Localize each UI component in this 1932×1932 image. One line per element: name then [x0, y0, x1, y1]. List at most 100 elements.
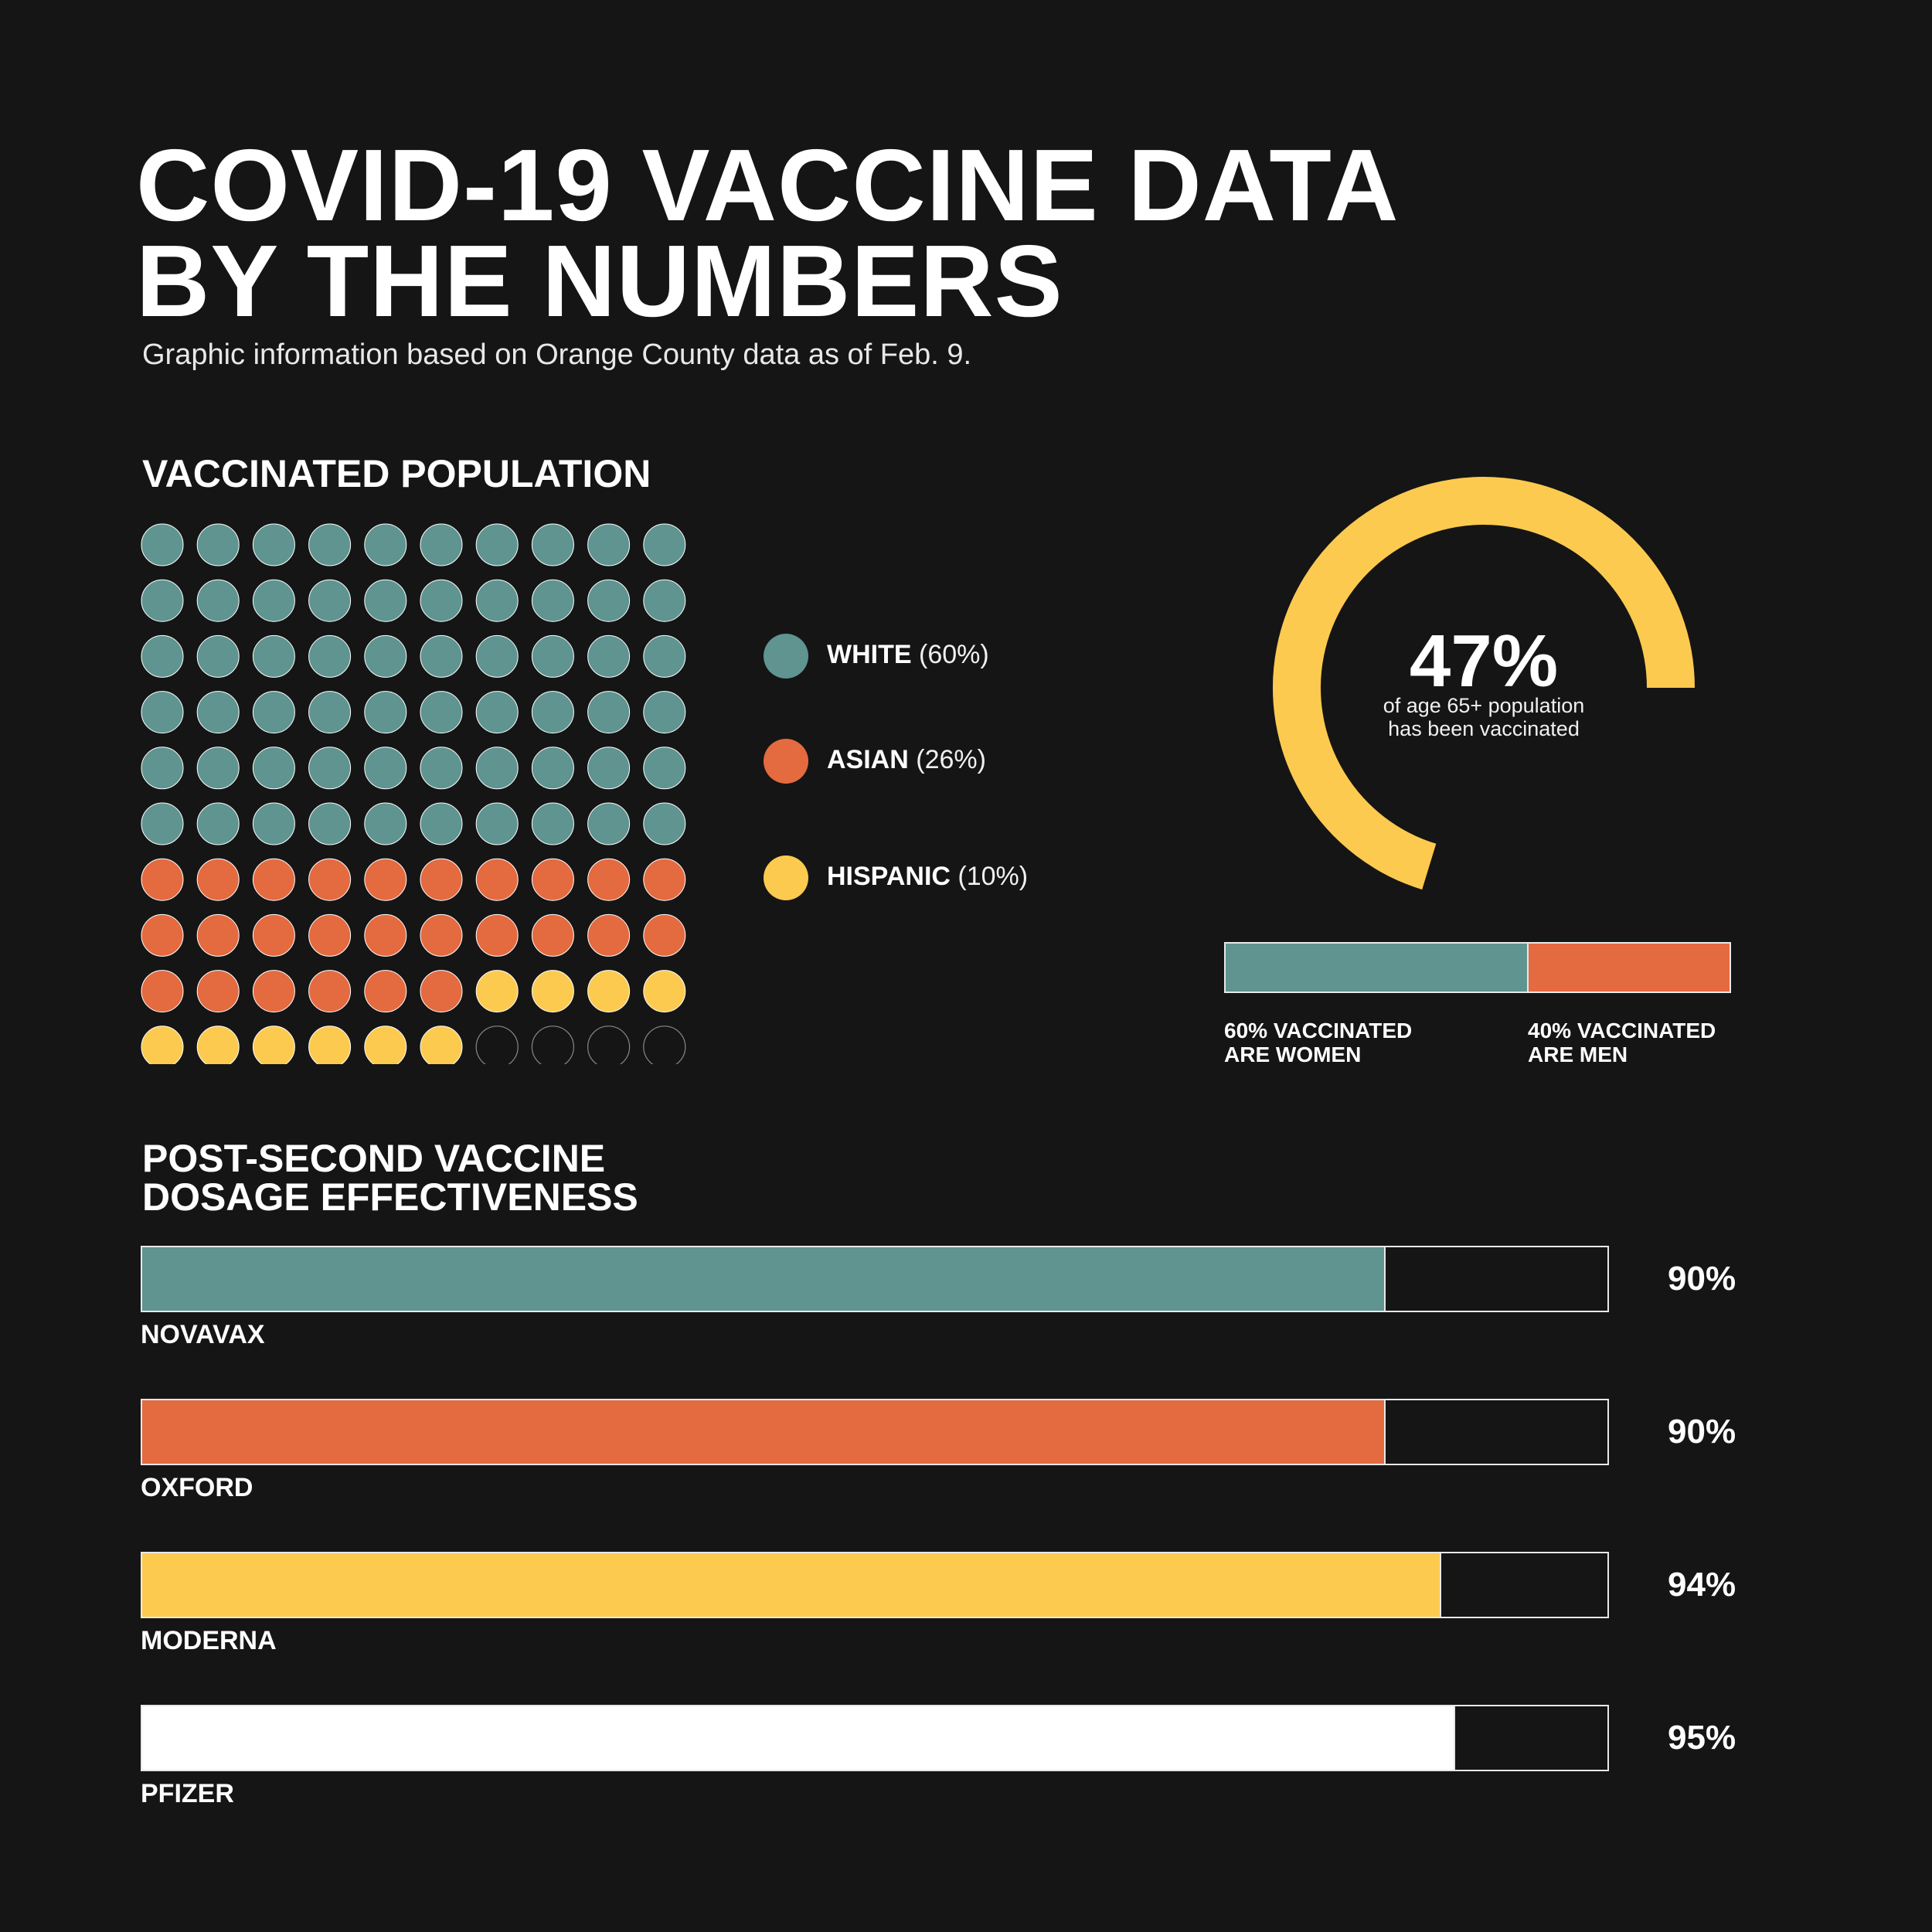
waffle-dot-empty — [531, 1026, 574, 1064]
waffle-dot-white — [643, 802, 686, 845]
bar-oxford — [142, 1400, 1386, 1464]
waffle-dot-hispanic — [196, 1026, 240, 1064]
waffle-dot-asian — [196, 858, 240, 901]
waffle-dot-white — [308, 579, 352, 622]
waffle-dot-hispanic — [364, 1026, 407, 1064]
waffle-dot-hispanic — [475, 970, 519, 1013]
gender-label-women-line-2: ARE WOMEN — [1224, 1043, 1362, 1066]
waffle-dot-hispanic — [531, 970, 574, 1013]
waffle-dot-white — [308, 523, 352, 566]
waffle-dot-white — [420, 634, 463, 678]
page-subtitle: Graphic information based on Orange Coun… — [142, 338, 972, 371]
waffle-dot-white — [643, 691, 686, 734]
waffle-dot-asian — [252, 970, 295, 1013]
age-65-donut-chart — [1273, 477, 1695, 890]
title-line-2: BY THE NUMBERS — [136, 224, 1063, 338]
waffle-dot-white — [252, 523, 295, 566]
waffle-dot-asian — [420, 970, 463, 1013]
waffle-dot-asian — [364, 913, 407, 957]
waffle-dot-white — [141, 634, 184, 678]
waffle-dot-asian — [643, 913, 686, 957]
waffle-dot-white — [475, 691, 519, 734]
waffle-dot-white — [196, 691, 240, 734]
bar-value-pfizer: 95% — [1668, 1719, 1736, 1757]
legend-dot-asian — [764, 739, 808, 784]
waffle-dot-white — [587, 634, 631, 678]
waffle-dot-hispanic — [587, 970, 631, 1013]
waffle-dot-white — [141, 691, 184, 734]
waffle-dot-white — [364, 634, 407, 678]
gender-label-women: 60% VACCINATED ARE WOMEN — [1224, 1019, 1412, 1066]
legend-text-white: WHITE (60%) — [827, 640, 989, 670]
donut-value: 47% — [1409, 620, 1559, 702]
waffle-dot-asian — [252, 858, 295, 901]
legend-value-white: (60%) — [919, 640, 989, 669]
gender-label-women-line-1: 60% VACCINATED — [1224, 1019, 1413, 1043]
bar-label-novavax: NOVAVAX — [141, 1320, 265, 1349]
waffle-dot-white — [475, 579, 519, 622]
waffle-dot-white — [364, 579, 407, 622]
waffle-dot-empty — [475, 1026, 519, 1064]
donut-caption-line-2: has been vaccinated — [1388, 717, 1580, 740]
waffle-dot-white — [141, 579, 184, 622]
waffle-dot-white — [587, 802, 631, 845]
waffle-dot-asian — [531, 913, 574, 957]
waffle-dot-hispanic — [141, 1026, 184, 1064]
legend-label-white: WHITE — [827, 640, 912, 669]
waffle-dot-white — [252, 747, 295, 790]
waffle-dot-asian — [141, 858, 184, 901]
waffle-dot-white — [587, 523, 631, 566]
waffle-chart — [141, 523, 686, 1064]
gender-split-bar — [1224, 942, 1731, 993]
effectiveness-title-line-1: POST-SECOND VACCINE — [142, 1137, 606, 1180]
waffle-dot-white — [420, 579, 463, 622]
waffle-dot-white — [196, 523, 240, 566]
waffle-dot-white — [531, 747, 574, 790]
waffle-dot-white — [643, 523, 686, 566]
bar-track-pfizer — [141, 1705, 1609, 1771]
waffle-dot-white — [420, 523, 463, 566]
waffle-dot-asian — [308, 970, 352, 1013]
waffle-dot-white — [420, 747, 463, 790]
waffle-dot-asian — [420, 858, 463, 901]
donut-caption-line-1: of age 65+ population — [1383, 694, 1585, 717]
waffle-dot-white — [252, 802, 295, 845]
bar-value-moderna: 94% — [1668, 1566, 1736, 1604]
waffle-dot-empty — [587, 1026, 631, 1064]
waffle-dot-empty — [643, 1026, 686, 1064]
waffle-dot-white — [141, 802, 184, 845]
waffle-dot-asian — [587, 913, 631, 957]
legend-label-hispanic: HISPANIC — [827, 862, 951, 891]
waffle-dot-white — [196, 579, 240, 622]
bar-novavax — [142, 1247, 1386, 1311]
waffle-dot-white — [587, 747, 631, 790]
gender-bar-women — [1226, 944, 1529, 992]
legend-label-asian: ASIAN — [827, 745, 909, 774]
effectiveness-title-line-2: DOSAGE EFFECTIVENESS — [142, 1175, 638, 1219]
waffle-dot-white — [308, 802, 352, 845]
waffle-dot-hispanic — [308, 1026, 352, 1064]
waffle-dot-white — [252, 634, 295, 678]
waffle-dot-asian — [475, 858, 519, 901]
waffle-dot-white — [141, 747, 184, 790]
gender-label-men: 40% VACCINATED ARE MEN — [1528, 1019, 1716, 1066]
waffle-dot-white — [420, 802, 463, 845]
page-title: COVID-19 VACCINE DATA BY THE NUMBERS — [136, 128, 1604, 338]
waffle-dot-white — [308, 691, 352, 734]
bar-moderna — [142, 1553, 1441, 1617]
title-line-1: COVID-19 VACCINE DATA — [136, 128, 1400, 242]
waffle-dot-white — [364, 747, 407, 790]
waffle-dot-white — [643, 747, 686, 790]
waffle-dot-white — [364, 691, 407, 734]
waffle-dot-white — [196, 802, 240, 845]
donut-arc — [1273, 477, 1695, 890]
bar-track-moderna — [141, 1552, 1609, 1618]
waffle-dot-white — [475, 802, 519, 845]
waffle-dot-asian — [420, 913, 463, 957]
waffle-dot-asian — [141, 970, 184, 1013]
waffle-dot-asian — [587, 858, 631, 901]
waffle-dot-white — [196, 747, 240, 790]
legend-text-asian: ASIAN (26%) — [827, 745, 986, 775]
bar-label-pfizer: PFIZER — [141, 1779, 234, 1808]
waffle-dot-white — [643, 634, 686, 678]
